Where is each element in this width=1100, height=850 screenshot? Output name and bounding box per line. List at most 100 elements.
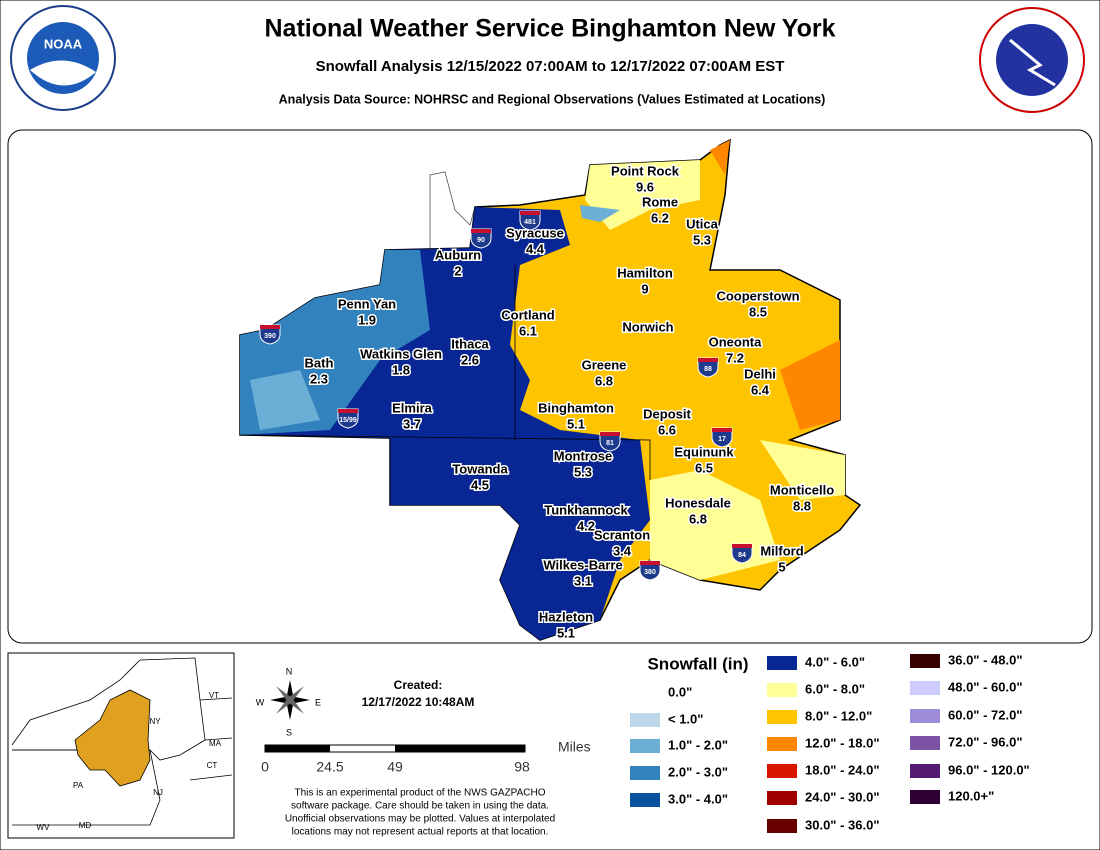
shield-top [338, 409, 358, 413]
shield [337, 408, 359, 429]
disclaimer-line: This is an experimental product of the N… [294, 788, 545, 799]
city-snowfall: 5.1 [557, 625, 575, 640]
shield [599, 431, 621, 452]
shield-top [520, 211, 540, 215]
city-name: Elmira [392, 400, 433, 415]
city-name: Syracuse [506, 225, 564, 240]
legend-label: 48.0" - 60.0" [948, 679, 1022, 694]
shield [259, 324, 281, 345]
city-name: Monticello [770, 482, 834, 497]
legend-label: 72.0" - 96.0" [948, 734, 1022, 749]
legend-label: 0.0" [668, 684, 692, 699]
title: National Weather Service Binghamton New … [265, 15, 836, 43]
legend-label: 12.0" - 18.0" [805, 735, 879, 750]
legend-swatch [767, 710, 797, 724]
city-name: Honesdale [665, 495, 731, 510]
city-name: Scranton [594, 527, 650, 542]
city-snowfall: 6.5 [695, 460, 713, 475]
legend-label: 30.0" - 36.0" [805, 817, 879, 832]
scale-labels: 0 24.5 49 98 [261, 759, 530, 775]
legend-swatch [630, 739, 660, 753]
city-snowfall: 8.5 [749, 304, 767, 319]
city-snowfall: 1.8 [392, 362, 410, 377]
legend-swatch [630, 793, 660, 807]
legend-label: 36.0" - 48.0" [948, 652, 1022, 667]
city-name: Point Rock [611, 163, 680, 178]
city-snowfall: 3.7 [403, 416, 421, 431]
city-snowfall: 4.4 [526, 241, 545, 256]
shield-number: 17 [718, 436, 726, 443]
noaa-logo: NOAA [10, 5, 116, 111]
city-name: Bath [305, 355, 334, 370]
city-name: Cortland [501, 307, 555, 322]
city-snowfall: 2.3 [310, 371, 328, 386]
scale-tick-label: 0 [261, 759, 269, 775]
legend-swatch [767, 737, 797, 751]
legend-label: 2.0" - 3.0" [668, 764, 728, 779]
legend-swatch [767, 819, 797, 833]
legend-label: 6.0" - 8.0" [805, 681, 865, 696]
shield-top [732, 544, 752, 548]
city-snowfall: 7.2 [726, 350, 744, 365]
legend: 0.0" < 1.0" 1.0" - 2.0" 2.0" - 3.0" 3.0" - 4… [630, 652, 1030, 833]
legend-label: 4.0" - 6.0" [805, 654, 865, 669]
city-name: Equinunk [674, 444, 734, 459]
state-label: CT [207, 761, 218, 770]
legend-swatch [910, 790, 940, 804]
city-name: Ithaca [451, 336, 489, 351]
legend-swatch [767, 791, 797, 805]
legend-swatch [910, 654, 940, 668]
legend-swatch [767, 764, 797, 778]
legend-label: 1.0" - 2.0" [668, 737, 728, 752]
city-snowfall: 9 [641, 281, 648, 296]
legend-label: 18.0" - 24.0" [805, 762, 879, 777]
shield-number: 390 [264, 333, 276, 340]
city-snowfall: 3.4 [613, 543, 632, 558]
legend-label: 24.0" - 30.0" [805, 789, 879, 804]
city-name: Utica [686, 216, 719, 231]
compass-letter: W [256, 697, 265, 707]
city-name: Auburn [435, 247, 481, 262]
shield-number: 84 [738, 552, 746, 559]
shield [470, 228, 492, 249]
shield-number: 380 [644, 569, 656, 576]
shield-top [600, 432, 620, 436]
legend-label: 8.0" - 12.0" [805, 708, 872, 723]
city-snowfall: 8.8 [793, 498, 811, 513]
city-snowfall: 5.3 [693, 232, 711, 247]
scale-unit: Miles [558, 739, 591, 755]
compass-letter: E [315, 697, 321, 707]
city-name: Cooperstown [716, 288, 799, 303]
city-snowfall: 2.6 [461, 352, 479, 367]
city-name: Greene [582, 357, 627, 372]
city-name: Penn Yan [338, 296, 396, 311]
snow-map [239, 138, 862, 641]
city-snowfall: 6.8 [595, 373, 613, 388]
legend-label: 120.0+" [948, 788, 994, 803]
scale-tick-label: 98 [514, 759, 530, 775]
legend-swatch [910, 736, 940, 750]
city-snowfall: 3.1 [574, 573, 592, 588]
city-snowfall: 6.8 [689, 511, 707, 526]
city-name: Watkins Glen [360, 346, 442, 361]
legend-swatch [630, 766, 660, 780]
shield-top [698, 358, 718, 362]
city-snowfall: 4.5 [471, 477, 489, 492]
city-name: Hazleton [539, 609, 593, 624]
city-snowfall: 6.4 [751, 382, 770, 397]
created-label: Created: [394, 678, 443, 692]
legend-swatch [630, 713, 660, 727]
state-label: PA [73, 781, 84, 790]
shield [697, 357, 719, 378]
city-name: Deposit [643, 406, 691, 421]
scale-tick-label: 24.5 [316, 759, 343, 775]
legend-label: 96.0" - 120.0" [948, 762, 1030, 777]
shield [731, 543, 753, 564]
disclaimer-line: locations may not represent actual repor… [292, 827, 549, 838]
interstate-shields: 481 90 390 88 17 81 84 380 15/99 [259, 210, 753, 581]
city-name: Towanda [452, 461, 508, 476]
shield [639, 560, 661, 581]
shield-number: 15/99 [339, 417, 357, 424]
